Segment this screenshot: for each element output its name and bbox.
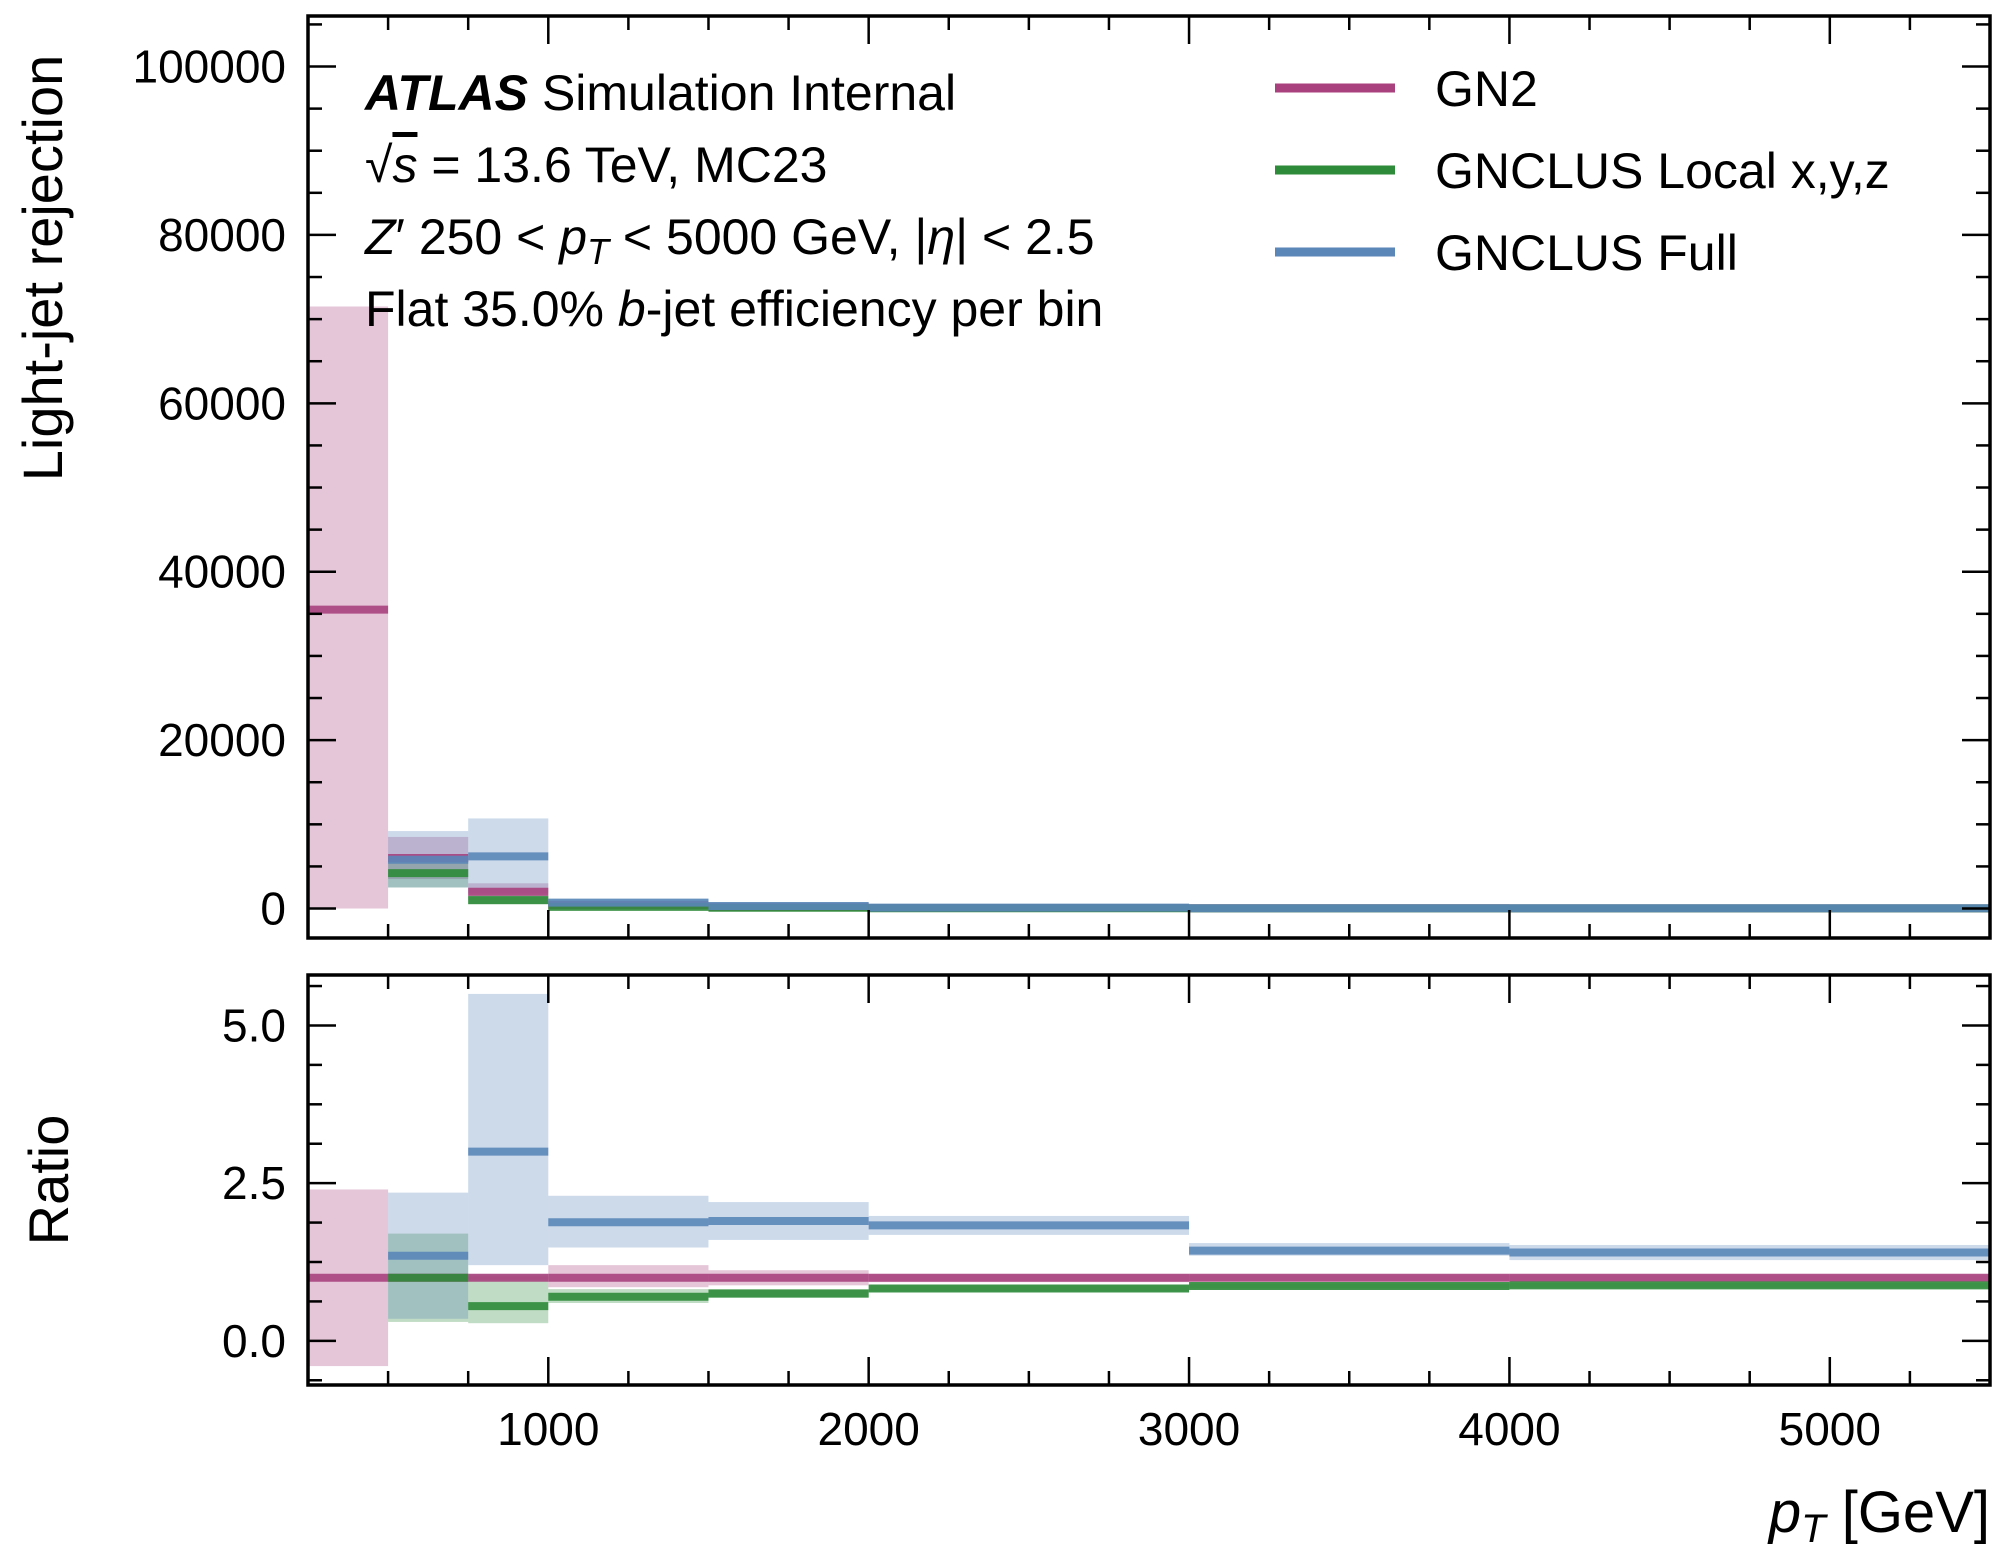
legend-label-gnclus-local: GNCLUS Local x,y,z [1435,143,1890,199]
x-tick-label: 2000 [817,1403,919,1455]
top-ytick-label: 40000 [158,546,286,598]
selection-prime: ′ [396,209,405,265]
energy-rest: = 13.6 TeV, MC23 [417,137,827,193]
energy-s: s [392,137,417,193]
wp-b: b [618,281,646,337]
x-tick-label: 5000 [1779,1403,1881,1455]
x-axis-label-unit: [GeV] [1826,1480,1990,1545]
top-ytick-label: 20000 [158,714,286,766]
selection-b: < 5000 GeV, | [609,209,927,265]
bottom-ytick-label: 0.0 [222,1315,286,1367]
top-ytick-label: 80000 [158,209,286,261]
error-bands [308,306,1990,1367]
series-lines [308,605,1990,1311]
x-axis-label-p: p [1767,1480,1801,1545]
atlas-label-bold: ATLAS [363,65,528,121]
bottom-band-gnclus-local-x-y-z-bin2 [468,1274,549,1324]
axis-ticks [308,16,1990,1385]
top-ytick-label: 60000 [158,377,286,429]
bottom-band-gnclus-full-bin2 [468,993,549,1266]
top-panel-frame [306,14,1992,940]
x-tick-label: 3000 [1138,1403,1240,1455]
selection-p: p [557,209,587,265]
atlas-label-suffix: Simulation Internal [542,65,956,121]
bottom-ytick-label: 2.5 [222,1157,286,1209]
bottom-y-axis-label: Ratio [17,1115,80,1246]
wp-a: Flat 35.0% [365,281,618,337]
working-point-label: Flat 35.0% b-jet efficiency per bin [365,281,1103,337]
legend: GN2 GNCLUS Local x,y,z GNCLUS Full [1275,61,1890,281]
top-ytick-label: 100000 [133,41,287,93]
energy-label: √s = 13.6 TeV, MC23 [365,137,827,193]
wp-c: -jet efficiency per bin [646,281,1104,337]
x-axis-label: pT [GeV] [1767,1480,1990,1551]
bottom-ytick-label: 5.0 [222,999,286,1051]
selection-a: 250 < [405,209,559,265]
selection-z: Z [364,209,397,265]
x-tick-label: 1000 [497,1403,599,1455]
bottom-panel-frame [306,973,1992,1387]
selection-sub: T [587,231,612,272]
x-tick-label: 4000 [1458,1403,1560,1455]
legend-label-gnclus-full: GNCLUS Full [1435,225,1738,281]
top-ytick-label: 0 [260,883,286,935]
tick-labels: 0 20000 40000 60000 80000 100000 0.0 2.5 5.0 1000… [133,41,1881,1455]
selection-c: | < 2.5 [955,209,1094,265]
top-y-axis-label: Light-jet rejection [11,55,74,481]
selection-eta: η [927,209,955,265]
selection-label: Z′ 250 < pT < 5000 GeV, |η| < 2.5 [364,209,1095,272]
atlas-label: ATLAS Simulation Internal [363,65,956,121]
energy-sqrt: √ [365,137,393,193]
x-axis-label-sub: T [1801,1507,1828,1551]
legend-label-gn2: GN2 [1435,61,1538,117]
